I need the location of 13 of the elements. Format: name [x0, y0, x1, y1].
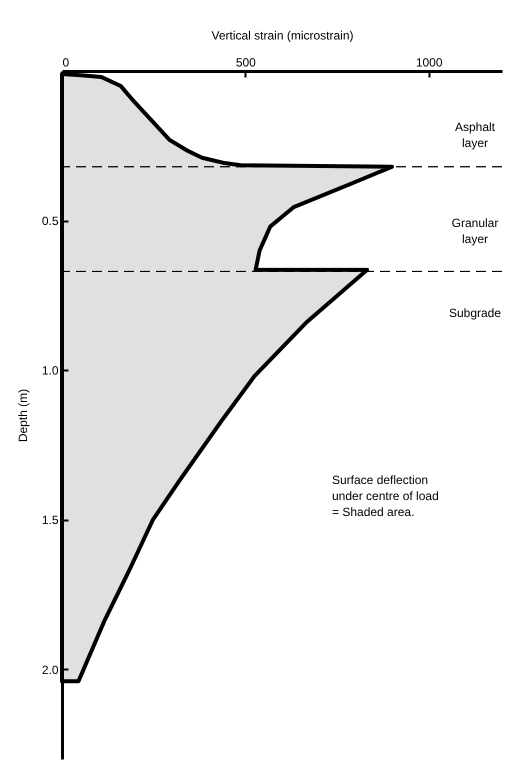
- y-axis-title: Depth (m): [16, 388, 30, 442]
- x-tick-label: 1000: [416, 56, 443, 70]
- y-tick-label: 1.0: [42, 364, 59, 378]
- annotation: Surface deflection under centre of load = Shaded area.: [332, 473, 439, 519]
- annotation: Granular layer: [452, 216, 498, 246]
- y-tick-label: 0.5: [42, 214, 59, 228]
- x-axis-title: Vertical strain (microstrain): [211, 28, 354, 42]
- annotation: Subgrade: [448, 306, 502, 320]
- x-tick-label: 0: [62, 56, 70, 70]
- annotation: Asphalt layer: [454, 120, 496, 150]
- x-tick-label: 500: [236, 56, 256, 70]
- y-tick-label: 2.0: [42, 662, 59, 677]
- y-tick-label: 1.5: [42, 513, 59, 528]
